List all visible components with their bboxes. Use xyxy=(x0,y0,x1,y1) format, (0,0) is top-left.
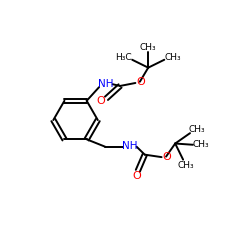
Text: O: O xyxy=(136,77,145,87)
Text: CH₃: CH₃ xyxy=(189,126,205,134)
Text: CH₃: CH₃ xyxy=(165,53,181,62)
Text: O: O xyxy=(97,96,106,106)
Text: O: O xyxy=(132,171,141,181)
Text: O: O xyxy=(162,152,171,162)
Text: NH: NH xyxy=(98,79,114,89)
Text: CH₃: CH₃ xyxy=(140,43,156,52)
Text: CH₃: CH₃ xyxy=(177,161,194,170)
Text: CH₃: CH₃ xyxy=(193,140,210,149)
Text: NH: NH xyxy=(122,140,138,150)
Text: H₃C: H₃C xyxy=(115,53,132,62)
